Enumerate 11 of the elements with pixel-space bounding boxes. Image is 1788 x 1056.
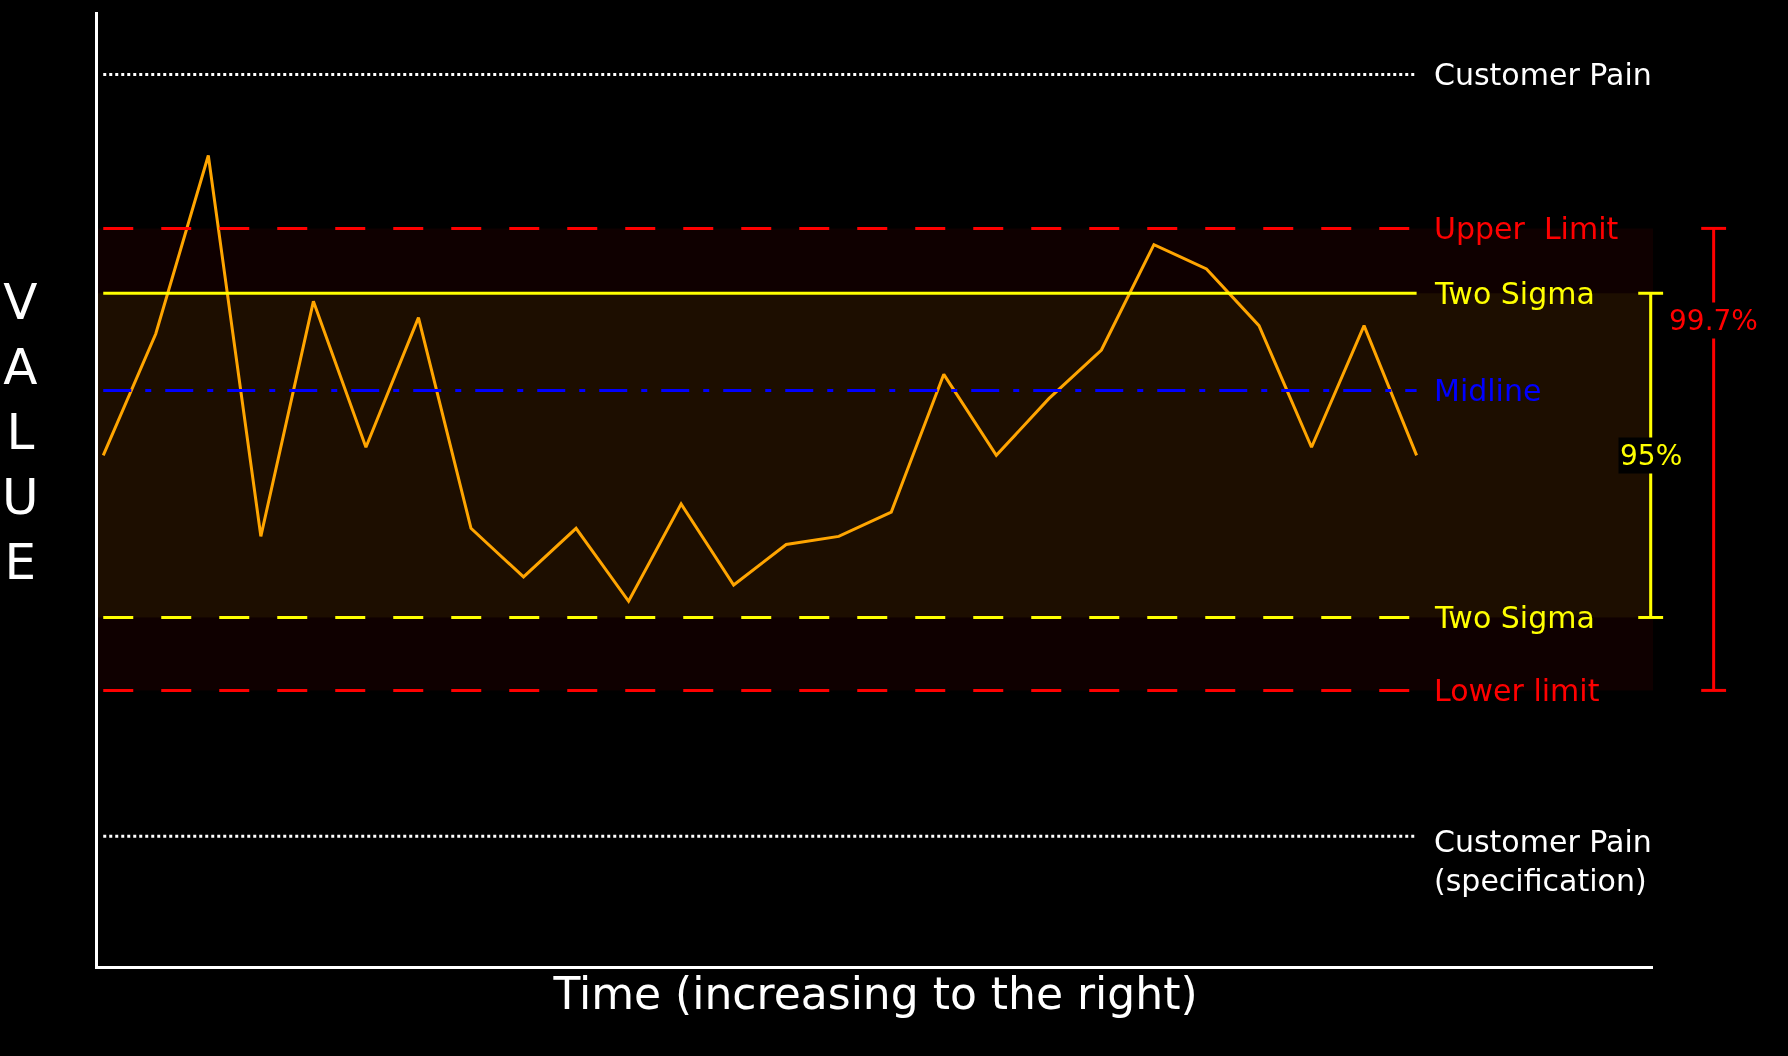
x-axis-title: Time (increasing to the right) bbox=[552, 967, 1198, 1019]
ref-line-label: Two Sigma bbox=[1434, 276, 1595, 311]
band-label: 99.7% bbox=[1669, 304, 1758, 337]
ref-line-label: Customer Pain (specification) bbox=[1434, 824, 1652, 898]
band-label: 95% bbox=[1620, 439, 1683, 472]
ref-line-label: Lower limit bbox=[1434, 673, 1600, 708]
ref-line-label: Two Sigma bbox=[1434, 600, 1595, 635]
y-axis-title: VALUE bbox=[2, 273, 39, 591]
ref-line-label: Midline bbox=[1434, 373, 1542, 408]
ref-line-label: Upper Limit bbox=[1434, 211, 1619, 246]
ref-line-label: Customer Pain bbox=[1434, 57, 1652, 92]
